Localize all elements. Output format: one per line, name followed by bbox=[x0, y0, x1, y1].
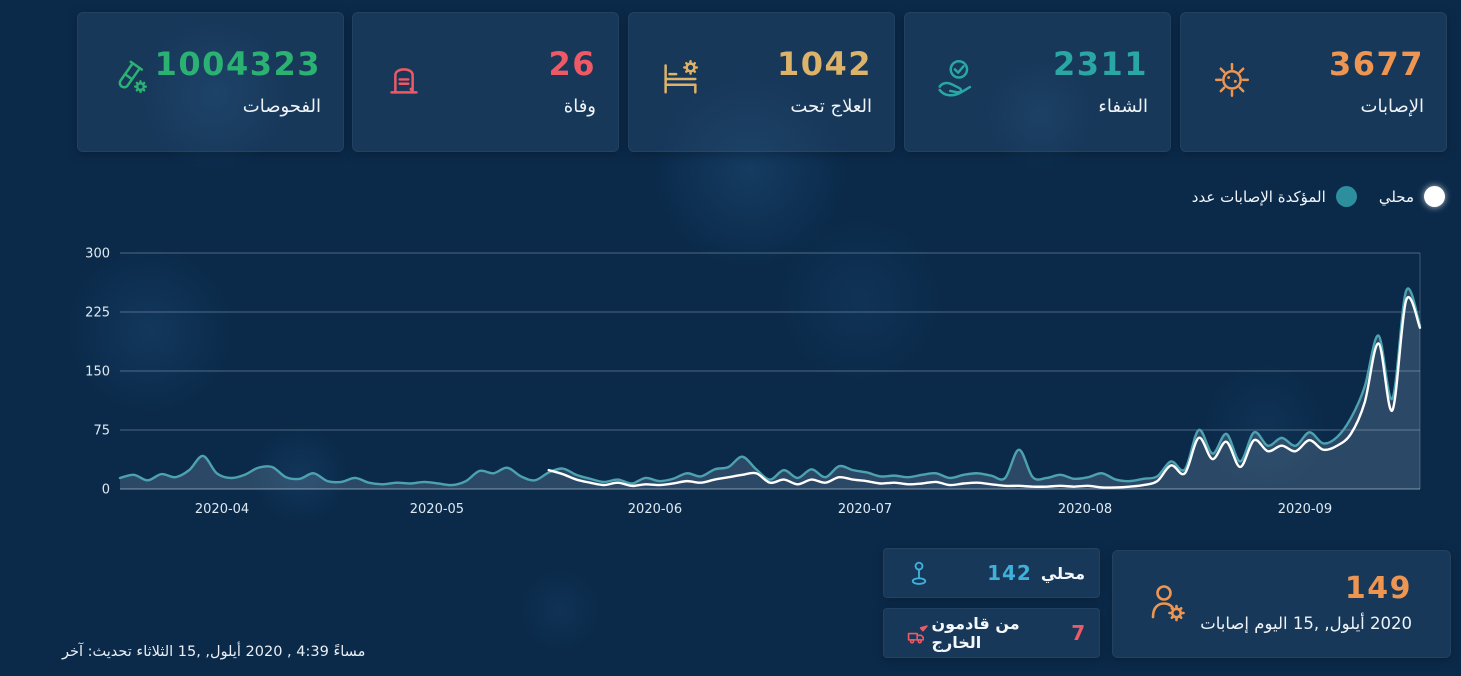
svg-text:2020-07: 2020-07 bbox=[838, 502, 892, 517]
chart-legend: عدد الإصابات المؤكدة محلي bbox=[1192, 186, 1445, 207]
svg-text:2020-08: 2020-08 bbox=[1058, 502, 1112, 517]
svg-text:2020-09: 2020-09 bbox=[1278, 502, 1332, 517]
stat-card-under-treatment: 1042 تحت العلاج bbox=[628, 12, 895, 152]
daily-abroad-label: قادمون من الخارج bbox=[931, 614, 1020, 652]
svg-text:225: 225 bbox=[85, 306, 110, 321]
legend-label-local: محلي bbox=[1378, 187, 1414, 206]
under-treatment-label: تحت العلاج bbox=[790, 96, 872, 118]
today-infections-card: 149 إصابات اليوم 15, أيلول, 2020 bbox=[1112, 550, 1451, 658]
under-treatment-value: 1042 bbox=[776, 45, 872, 83]
svg-text:300: 300 bbox=[85, 247, 110, 262]
svg-text:150: 150 bbox=[85, 365, 110, 380]
cases-line-chart[interactable]: 0 75 150 225 300 2020-04 2020-05 2020-06 2020-07… bbox=[0, 244, 1461, 524]
legend-dot-local bbox=[1424, 186, 1445, 207]
svg-text:2020-05: 2020-05 bbox=[410, 502, 464, 517]
tests-label: الفحوصات bbox=[242, 96, 321, 118]
svg-text:2020-06: 2020-06 bbox=[628, 502, 682, 517]
infections-label: الإصابات bbox=[1360, 96, 1424, 118]
legend-label-confirmed: عدد الإصابات المؤكدة bbox=[1191, 187, 1326, 206]
legend-item-local[interactable]: محلي bbox=[1379, 186, 1445, 207]
infections-value: 3677 bbox=[1328, 45, 1424, 83]
daily-local-card: 142 محلي bbox=[883, 548, 1100, 598]
today-infections-value: 149 bbox=[1344, 571, 1412, 606]
daily-local-label: محلي bbox=[1040, 563, 1085, 583]
last-update-text: آخر تحديث: الثلاثاء 15, أيلول, 2020 , 4:… bbox=[62, 644, 366, 660]
tests-value: 1004323 bbox=[154, 45, 321, 83]
bed-gear-icon bbox=[657, 55, 703, 101]
today-infections-label: إصابات اليوم 15, أيلول, 2020 bbox=[1200, 614, 1412, 633]
svg-text:0: 0 bbox=[102, 483, 110, 498]
hand-check-icon bbox=[933, 55, 979, 101]
stat-card-tests: 1004323 الفحوصات bbox=[77, 12, 344, 152]
recovered-value: 2311 bbox=[1052, 45, 1148, 83]
stat-card-recovered: 2311 الشفاء bbox=[904, 12, 1171, 152]
svg-text:2020-04: 2020-04 bbox=[195, 502, 249, 517]
tombstone-icon bbox=[381, 55, 427, 101]
deaths-value: 26 bbox=[548, 45, 596, 83]
recovered-label: الشفاء bbox=[1098, 96, 1148, 118]
truck-plane-icon bbox=[904, 618, 931, 648]
legend-dot-confirmed bbox=[1335, 186, 1357, 207]
daily-local-value: 142 bbox=[987, 561, 1032, 585]
deaths-label: وفاة bbox=[563, 96, 596, 118]
person-gear-icon bbox=[1143, 579, 1191, 627]
svg-text:75: 75 bbox=[93, 424, 110, 439]
daily-abroad-value: 7 bbox=[1071, 621, 1087, 645]
stat-card-deaths: 26 وفاة bbox=[352, 12, 619, 152]
virus-icon bbox=[1209, 55, 1255, 101]
daily-abroad-card: قادمون من الخارج 7 bbox=[883, 608, 1100, 658]
map-pin-icon bbox=[904, 558, 934, 588]
stat-card-infections: 3677 الإصابات bbox=[1180, 12, 1447, 152]
legend-item-confirmed[interactable]: عدد الإصابات المؤكدة bbox=[1192, 186, 1357, 207]
test-tube-icon bbox=[106, 55, 152, 101]
